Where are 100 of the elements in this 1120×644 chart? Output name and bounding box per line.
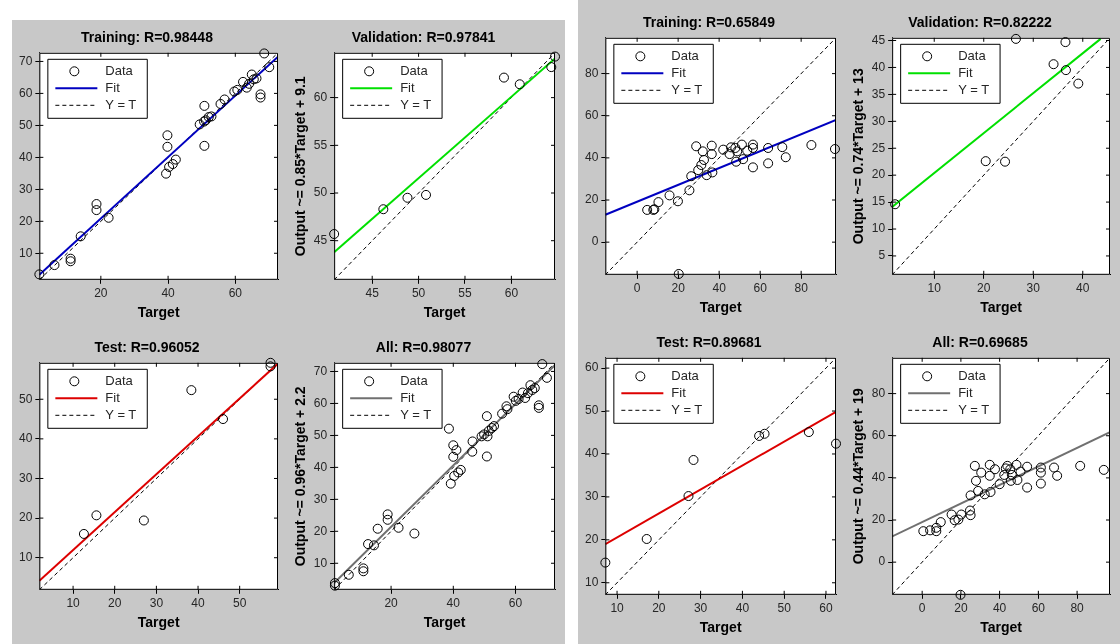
point [707, 167, 718, 178]
point [343, 569, 354, 580]
point [481, 411, 492, 422]
point [763, 158, 774, 169]
x-tick-label: 40 [446, 596, 461, 611]
point [780, 152, 791, 163]
point [363, 539, 374, 550]
chart-title: Test: R=0.96052 [94, 339, 200, 356]
y-tick-label: 10 [18, 245, 33, 260]
y-tick-label: 40 [313, 459, 328, 474]
legend-label: Data [671, 367, 700, 383]
chart-title: Test: R=0.89681 [656, 334, 762, 351]
point [219, 94, 230, 105]
y-tick-label: 60 [18, 85, 33, 100]
point [683, 491, 694, 502]
point [642, 204, 653, 215]
x-tick-label: 20 [384, 596, 399, 611]
point [949, 515, 960, 526]
point [696, 160, 707, 171]
x-tick-label: 40 [992, 601, 1007, 616]
point [448, 440, 459, 451]
point [138, 515, 149, 526]
y-tick-label: 30 [18, 181, 33, 196]
legend-label: Fit [671, 64, 687, 80]
point [75, 231, 86, 242]
point [1060, 37, 1071, 48]
point [969, 460, 980, 471]
point [1035, 462, 1046, 473]
x-tick-label: 30 [149, 596, 164, 611]
point [443, 423, 454, 434]
point [984, 459, 995, 470]
x-tick-label: 60 [228, 286, 243, 301]
x-tick-label: 60 [1031, 601, 1046, 616]
point [829, 144, 840, 155]
point [684, 185, 695, 196]
point [698, 154, 709, 165]
y-tick-label: 60 [313, 89, 328, 104]
point [91, 510, 102, 521]
point [1012, 474, 1023, 485]
point [955, 589, 966, 600]
y-tick-label: 10 [313, 555, 328, 570]
point [520, 392, 531, 403]
point [372, 523, 383, 534]
point [976, 467, 987, 478]
point [1006, 469, 1017, 480]
point [162, 141, 173, 152]
point [999, 469, 1010, 480]
x-tick-label: 40 [735, 601, 750, 616]
point [730, 142, 741, 153]
y-axis-title: Output ~= 0.44*Target + 19 [850, 388, 867, 565]
point [754, 430, 765, 441]
x-tick-label: 60 [753, 281, 768, 296]
x-tick-label: 20 [671, 281, 686, 296]
point [244, 78, 255, 89]
point [1052, 470, 1063, 481]
legend-label: Data [671, 47, 700, 63]
point [517, 387, 528, 398]
x-tick-label: 20 [94, 286, 108, 301]
point [747, 162, 758, 173]
y-tick-label: 0 [591, 234, 599, 249]
point [925, 525, 936, 536]
y-tick-label: 70 [313, 363, 328, 378]
y-tick-label: 60 [313, 395, 328, 410]
x-axis-title: Target [137, 614, 180, 631]
point [498, 72, 509, 83]
legend-label: Y = T [958, 81, 990, 97]
point [199, 140, 210, 151]
x-tick-label: 0 [633, 281, 641, 296]
point [1022, 482, 1033, 493]
point [701, 170, 712, 181]
y-tick-label: 10 [18, 550, 33, 565]
x-tick-label: 60 [819, 601, 833, 616]
point [706, 149, 717, 160]
point [777, 142, 788, 153]
point [1022, 461, 1033, 472]
legend-label: Data [105, 62, 134, 78]
point [241, 82, 252, 93]
point [525, 380, 536, 391]
x-tick-label: 40 [191, 596, 206, 611]
y-tick-label: 20 [584, 532, 599, 547]
point [522, 388, 533, 399]
point [402, 192, 413, 203]
legend-label: Data [958, 47, 987, 63]
x-tick-label: 0 [918, 601, 926, 616]
x-axis-title: Target [423, 614, 466, 631]
y-tick-label: 80 [871, 385, 886, 400]
y-tick-label: 50 [18, 391, 33, 406]
y-tick-label: 40 [871, 59, 886, 74]
point [246, 69, 257, 80]
chart-title: All: R=0.69685 [932, 334, 1028, 351]
point [890, 199, 901, 210]
x-tick-label: 20 [108, 596, 122, 611]
point [918, 526, 929, 537]
point [1011, 459, 1022, 470]
point [697, 146, 708, 157]
y-tick-label: 40 [871, 470, 886, 485]
point [732, 146, 743, 157]
point [989, 464, 1000, 475]
point [421, 189, 432, 200]
point [803, 427, 814, 438]
